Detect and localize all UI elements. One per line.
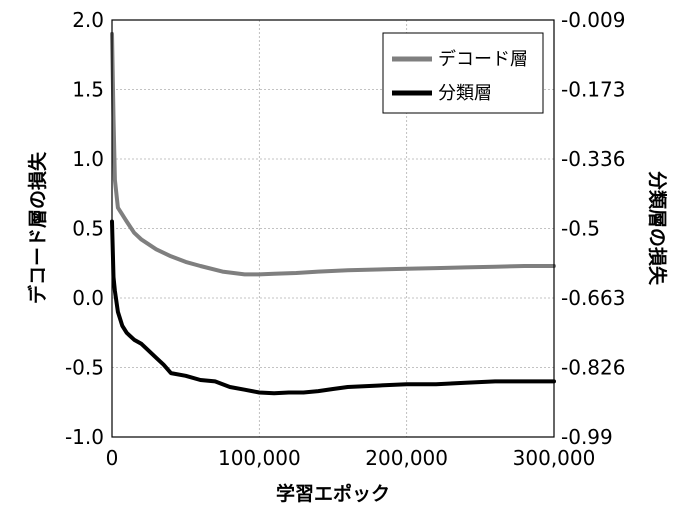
right-axis-label: 分類層の損失: [646, 171, 669, 286]
right-tick-label: -0.826: [561, 356, 625, 380]
left-tick-label: 0.0: [72, 286, 104, 310]
left-tick-label: 2.0: [72, 8, 104, 32]
x-axis-ticks: 0 100,000 200,000 300,000: [106, 446, 596, 470]
left-axis-label: デコード層の損失: [26, 151, 49, 304]
right-axis-ticks: -0.009 -0.173 -0.336 -0.5 -0.663 -0.826 -0.99: [561, 8, 625, 449]
series-layer: [110, 31, 556, 396]
left-tick-label: 1.5: [72, 78, 104, 102]
left-axis-ticks: 2.0 1.5 1.0 0.5 0.0 -0.5 -1.0: [65, 8, 104, 449]
left-tick-label: 0.5: [72, 217, 104, 241]
series-line-class: [110, 219, 556, 396]
x-tick-label: 200,000: [365, 446, 448, 470]
left-tick-label: 1.0: [72, 147, 104, 171]
left-tick-label: -0.5: [65, 356, 104, 380]
right-tick-label: -0.5: [561, 217, 600, 241]
legend-label-class: 分類層: [438, 83, 492, 104]
x-tick-label: 0: [106, 446, 119, 470]
legend-label-decode: デコード層: [438, 49, 528, 70]
x-tick-label: 100,000: [218, 446, 301, 470]
legend: デコード層 分類層: [382, 32, 544, 114]
plot-frame: [111, 19, 555, 438]
series-line-decode: [110, 31, 556, 277]
right-tick-label: -0.009: [561, 8, 625, 32]
right-tick-label: -0.663: [561, 286, 625, 310]
legend-box: [382, 32, 544, 114]
x-tick-label: 300,000: [513, 446, 596, 470]
right-tick-label: -0.336: [561, 147, 625, 171]
x-axis-label: 学習エポック: [276, 482, 390, 505]
left-tick-label: -1.0: [65, 425, 104, 449]
right-tick-label: -0.173: [561, 78, 625, 102]
right-tick-label: -0.99: [561, 425, 613, 449]
